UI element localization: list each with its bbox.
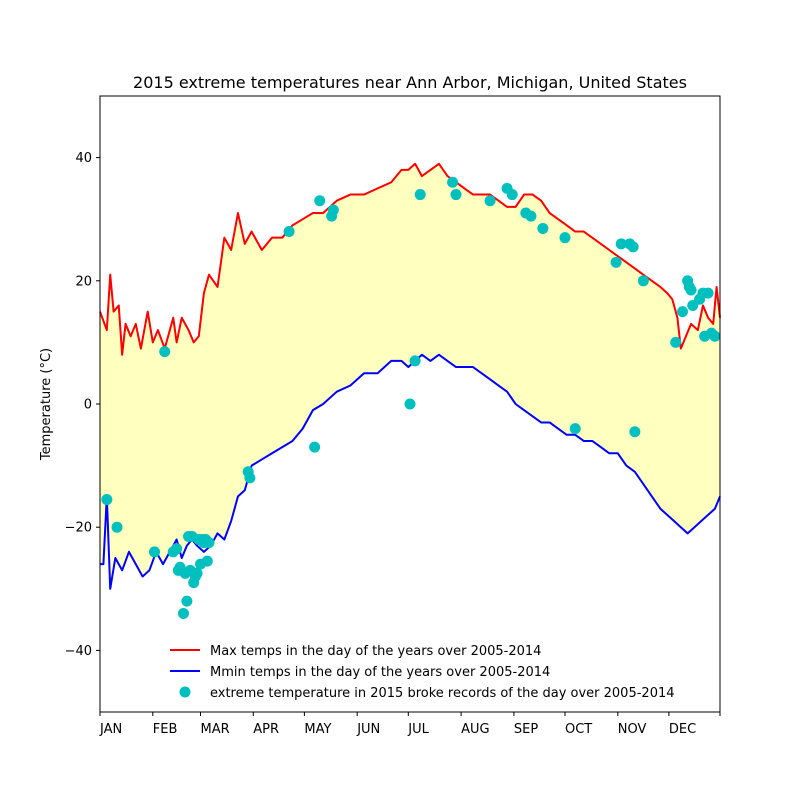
y-tick-label: 40 bbox=[75, 151, 92, 166]
record-point bbox=[309, 441, 321, 453]
x-tick-label: FEB bbox=[153, 722, 178, 737]
y-tick-label: 20 bbox=[75, 274, 92, 289]
range-fill bbox=[100, 163, 720, 589]
x-axis: JAN FEB MAR APR MAY JUN JUL AUG SEP OCT NOV DEC bbox=[99, 712, 721, 737]
record-point bbox=[559, 232, 571, 244]
y-tick-label: −40 bbox=[65, 644, 92, 659]
x-tick-label: JUN bbox=[356, 722, 380, 737]
y-tick-label: −20 bbox=[65, 521, 92, 536]
record-point bbox=[201, 555, 213, 567]
record-point bbox=[203, 537, 215, 549]
record-point bbox=[677, 306, 689, 318]
record-point bbox=[404, 398, 416, 410]
record-point bbox=[159, 346, 171, 358]
record-point bbox=[327, 204, 339, 216]
record-point bbox=[709, 330, 721, 342]
x-tick-label: AUG bbox=[461, 722, 489, 737]
record-point bbox=[506, 189, 518, 201]
record-point bbox=[181, 595, 193, 607]
record-point bbox=[525, 210, 537, 222]
legend-min-label: Mmin temps in the day of the years over … bbox=[210, 665, 550, 680]
record-point bbox=[670, 336, 682, 348]
record-point bbox=[629, 426, 641, 438]
record-point bbox=[414, 189, 426, 201]
record-point bbox=[537, 222, 549, 234]
x-tick-label: JAN bbox=[99, 722, 122, 737]
y-axis-label: Temperature (°C) bbox=[39, 348, 54, 461]
y-tick-label: 0 bbox=[84, 398, 92, 413]
record-point bbox=[244, 472, 256, 484]
record-point bbox=[447, 176, 459, 188]
x-tick-label: MAY bbox=[304, 722, 331, 737]
record-point bbox=[314, 195, 326, 207]
record-point bbox=[637, 275, 649, 287]
record-point bbox=[101, 493, 113, 505]
max-temp-line bbox=[99, 162, 721, 356]
x-tick-label: JUL bbox=[407, 722, 429, 737]
record-point bbox=[177, 607, 189, 619]
record-point bbox=[615, 238, 627, 250]
record-point bbox=[484, 195, 496, 207]
record-point bbox=[450, 189, 462, 201]
record-point bbox=[569, 423, 581, 435]
record-point bbox=[702, 287, 714, 299]
chart-title: 2015 extreme temperatures near Ann Arbor… bbox=[133, 73, 687, 92]
x-tick-label: DEC bbox=[669, 722, 696, 737]
x-tick-label: NOV bbox=[618, 722, 647, 737]
record-point bbox=[610, 256, 622, 268]
record-point bbox=[283, 226, 295, 238]
legend: Max temps in the day of the years over 2… bbox=[170, 644, 675, 701]
legend-record-label: extreme temperature in 2015 broke record… bbox=[210, 686, 675, 701]
record-point bbox=[171, 543, 183, 555]
y-axis: −40 −20 0 20 40 bbox=[65, 151, 100, 659]
min-temp-line bbox=[100, 353, 721, 590]
record-point bbox=[409, 355, 421, 367]
record-point bbox=[191, 567, 203, 579]
x-tick-label: MAR bbox=[200, 722, 229, 737]
x-tick-label: OCT bbox=[565, 722, 592, 737]
legend-max-label: Max temps in the day of the years over 2… bbox=[210, 644, 541, 659]
record-point bbox=[685, 284, 697, 296]
record-point bbox=[627, 241, 639, 253]
plot-area bbox=[99, 95, 721, 713]
legend-record-marker bbox=[179, 686, 191, 698]
x-tick-label: SEP bbox=[514, 722, 538, 737]
x-tick-label: APR bbox=[253, 722, 279, 737]
record-point bbox=[149, 546, 161, 558]
record-point bbox=[111, 521, 123, 533]
